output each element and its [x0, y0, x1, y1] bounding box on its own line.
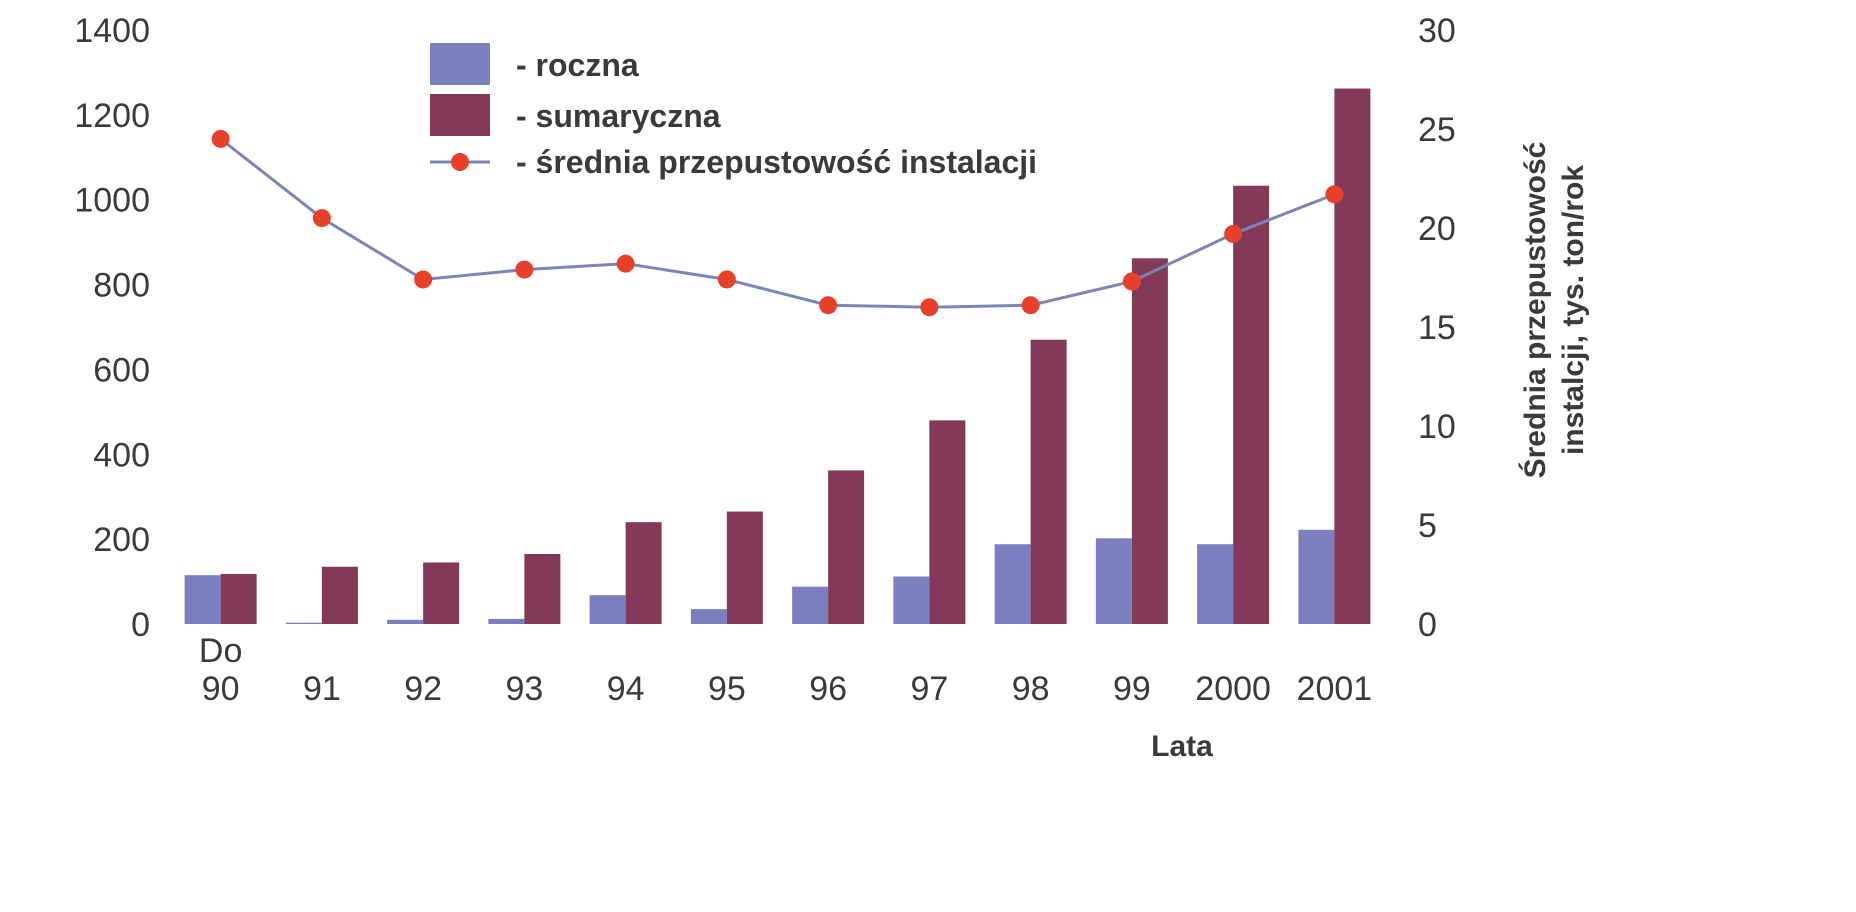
bar-sumaryczna: [524, 553, 561, 624]
throughput-point: [920, 298, 939, 317]
legend-swatch: [430, 94, 490, 136]
x-tick-label: 2000: [1195, 670, 1271, 708]
bar-roczna: [690, 609, 727, 624]
x-tick-label: Do 90: [199, 632, 242, 708]
y-tick-label: 800: [93, 267, 150, 305]
y2-tick-label: 5: [1418, 507, 1437, 545]
bar-roczna: [184, 575, 221, 624]
bar-sumaryczna: [1131, 258, 1168, 624]
bar-roczna: [488, 618, 525, 624]
throughput-point: [1325, 185, 1344, 204]
legend-label: - sumaryczna: [516, 98, 721, 134]
throughput-point: [1122, 272, 1141, 291]
x-tick-label: 97: [910, 670, 948, 708]
y-tick-label: 400: [93, 436, 150, 474]
x-tick-label: 92: [404, 670, 442, 708]
bar-roczna: [792, 586, 829, 624]
x-tick-label: 94: [607, 670, 645, 708]
y-tick-label: 0: [131, 606, 150, 644]
throughput-point: [211, 129, 230, 148]
y2-tick-label: 10: [1418, 408, 1456, 446]
y2-tick-label: 25: [1418, 111, 1456, 149]
bars: [184, 88, 1371, 624]
y-tick-label: 600: [93, 351, 150, 389]
throughput-point: [1021, 296, 1040, 315]
bar-sumaryczna: [929, 420, 966, 624]
x-axis: Do 90 91 92 93 94 95 96 97 98 99 2000 2001: [199, 632, 1372, 708]
throughput-point: [819, 296, 838, 315]
legend-label: - roczna: [516, 47, 639, 83]
bar-roczna: [1095, 538, 1132, 624]
x-tick-label: 96: [809, 670, 847, 708]
y2-axis-title: Średnia przepustowość instalcji, tys. ton…: [1518, 142, 1590, 479]
y2-tick-label: 15: [1418, 309, 1456, 347]
x-tick-label: 2001: [1297, 670, 1373, 708]
legend-marker: [451, 153, 469, 171]
bar-roczna: [589, 595, 626, 624]
legend-label: - średnia przepustowość instalacji: [516, 144, 1037, 180]
throughput-point: [616, 254, 635, 273]
bar-sumaryczna: [1334, 88, 1371, 624]
throughput-point: [1224, 224, 1243, 243]
throughput-line: [219, 137, 1335, 309]
right-axis: 0 5 10 15 20 25 30: [1418, 12, 1456, 644]
throughput-point: [312, 209, 331, 228]
y-tick-label: 1000: [74, 182, 150, 220]
bar-sumaryczna: [828, 470, 865, 624]
bar-roczna: [1298, 529, 1335, 624]
y2-axis-label: Średnia przepustowość instalcji, tys. ton…: [1518, 142, 1590, 479]
x-tick-label: 98: [1012, 670, 1050, 708]
x-tick-label: 91: [303, 670, 341, 708]
y2-tick-label: 30: [1418, 12, 1456, 50]
bar-roczna: [285, 622, 322, 624]
y2-tick-label: 20: [1418, 210, 1456, 248]
left-axis: 0 200 400 600 800 1000 1200 1400: [74, 12, 150, 644]
y-tick-label: 1200: [74, 97, 150, 135]
x-axis-title: Lata: [1151, 730, 1213, 763]
bar-sumaryczna: [1233, 185, 1270, 624]
bar-sumaryczna: [625, 522, 662, 624]
bar-roczna: [994, 544, 1031, 624]
bar-sumaryczna: [726, 511, 763, 624]
x-tick-label: 93: [505, 670, 543, 708]
bar-roczna: [1197, 544, 1234, 624]
y2-tick-label: 0: [1418, 606, 1437, 644]
x-tick-label: 95: [708, 670, 746, 708]
bar-sumaryczna: [321, 566, 358, 624]
x-tick-label: 99: [1113, 670, 1151, 708]
throughput-point: [414, 270, 433, 289]
legend: - roczna - sumaryczna - średnia przepustow…: [430, 43, 1037, 180]
throughput-line-layer: [211, 129, 1344, 317]
legend-swatch: [430, 43, 490, 85]
throughput-point: [515, 260, 534, 279]
bar-roczna: [893, 576, 930, 624]
y-tick-label: 1400: [74, 12, 150, 50]
throughput-point: [717, 270, 736, 289]
y-tick-label: 200: [93, 521, 150, 559]
bar-sumaryczna: [1030, 339, 1067, 624]
bar-sumaryczna: [423, 562, 460, 624]
bar-sumaryczna: [220, 573, 257, 624]
bar-roczna: [387, 619, 424, 624]
